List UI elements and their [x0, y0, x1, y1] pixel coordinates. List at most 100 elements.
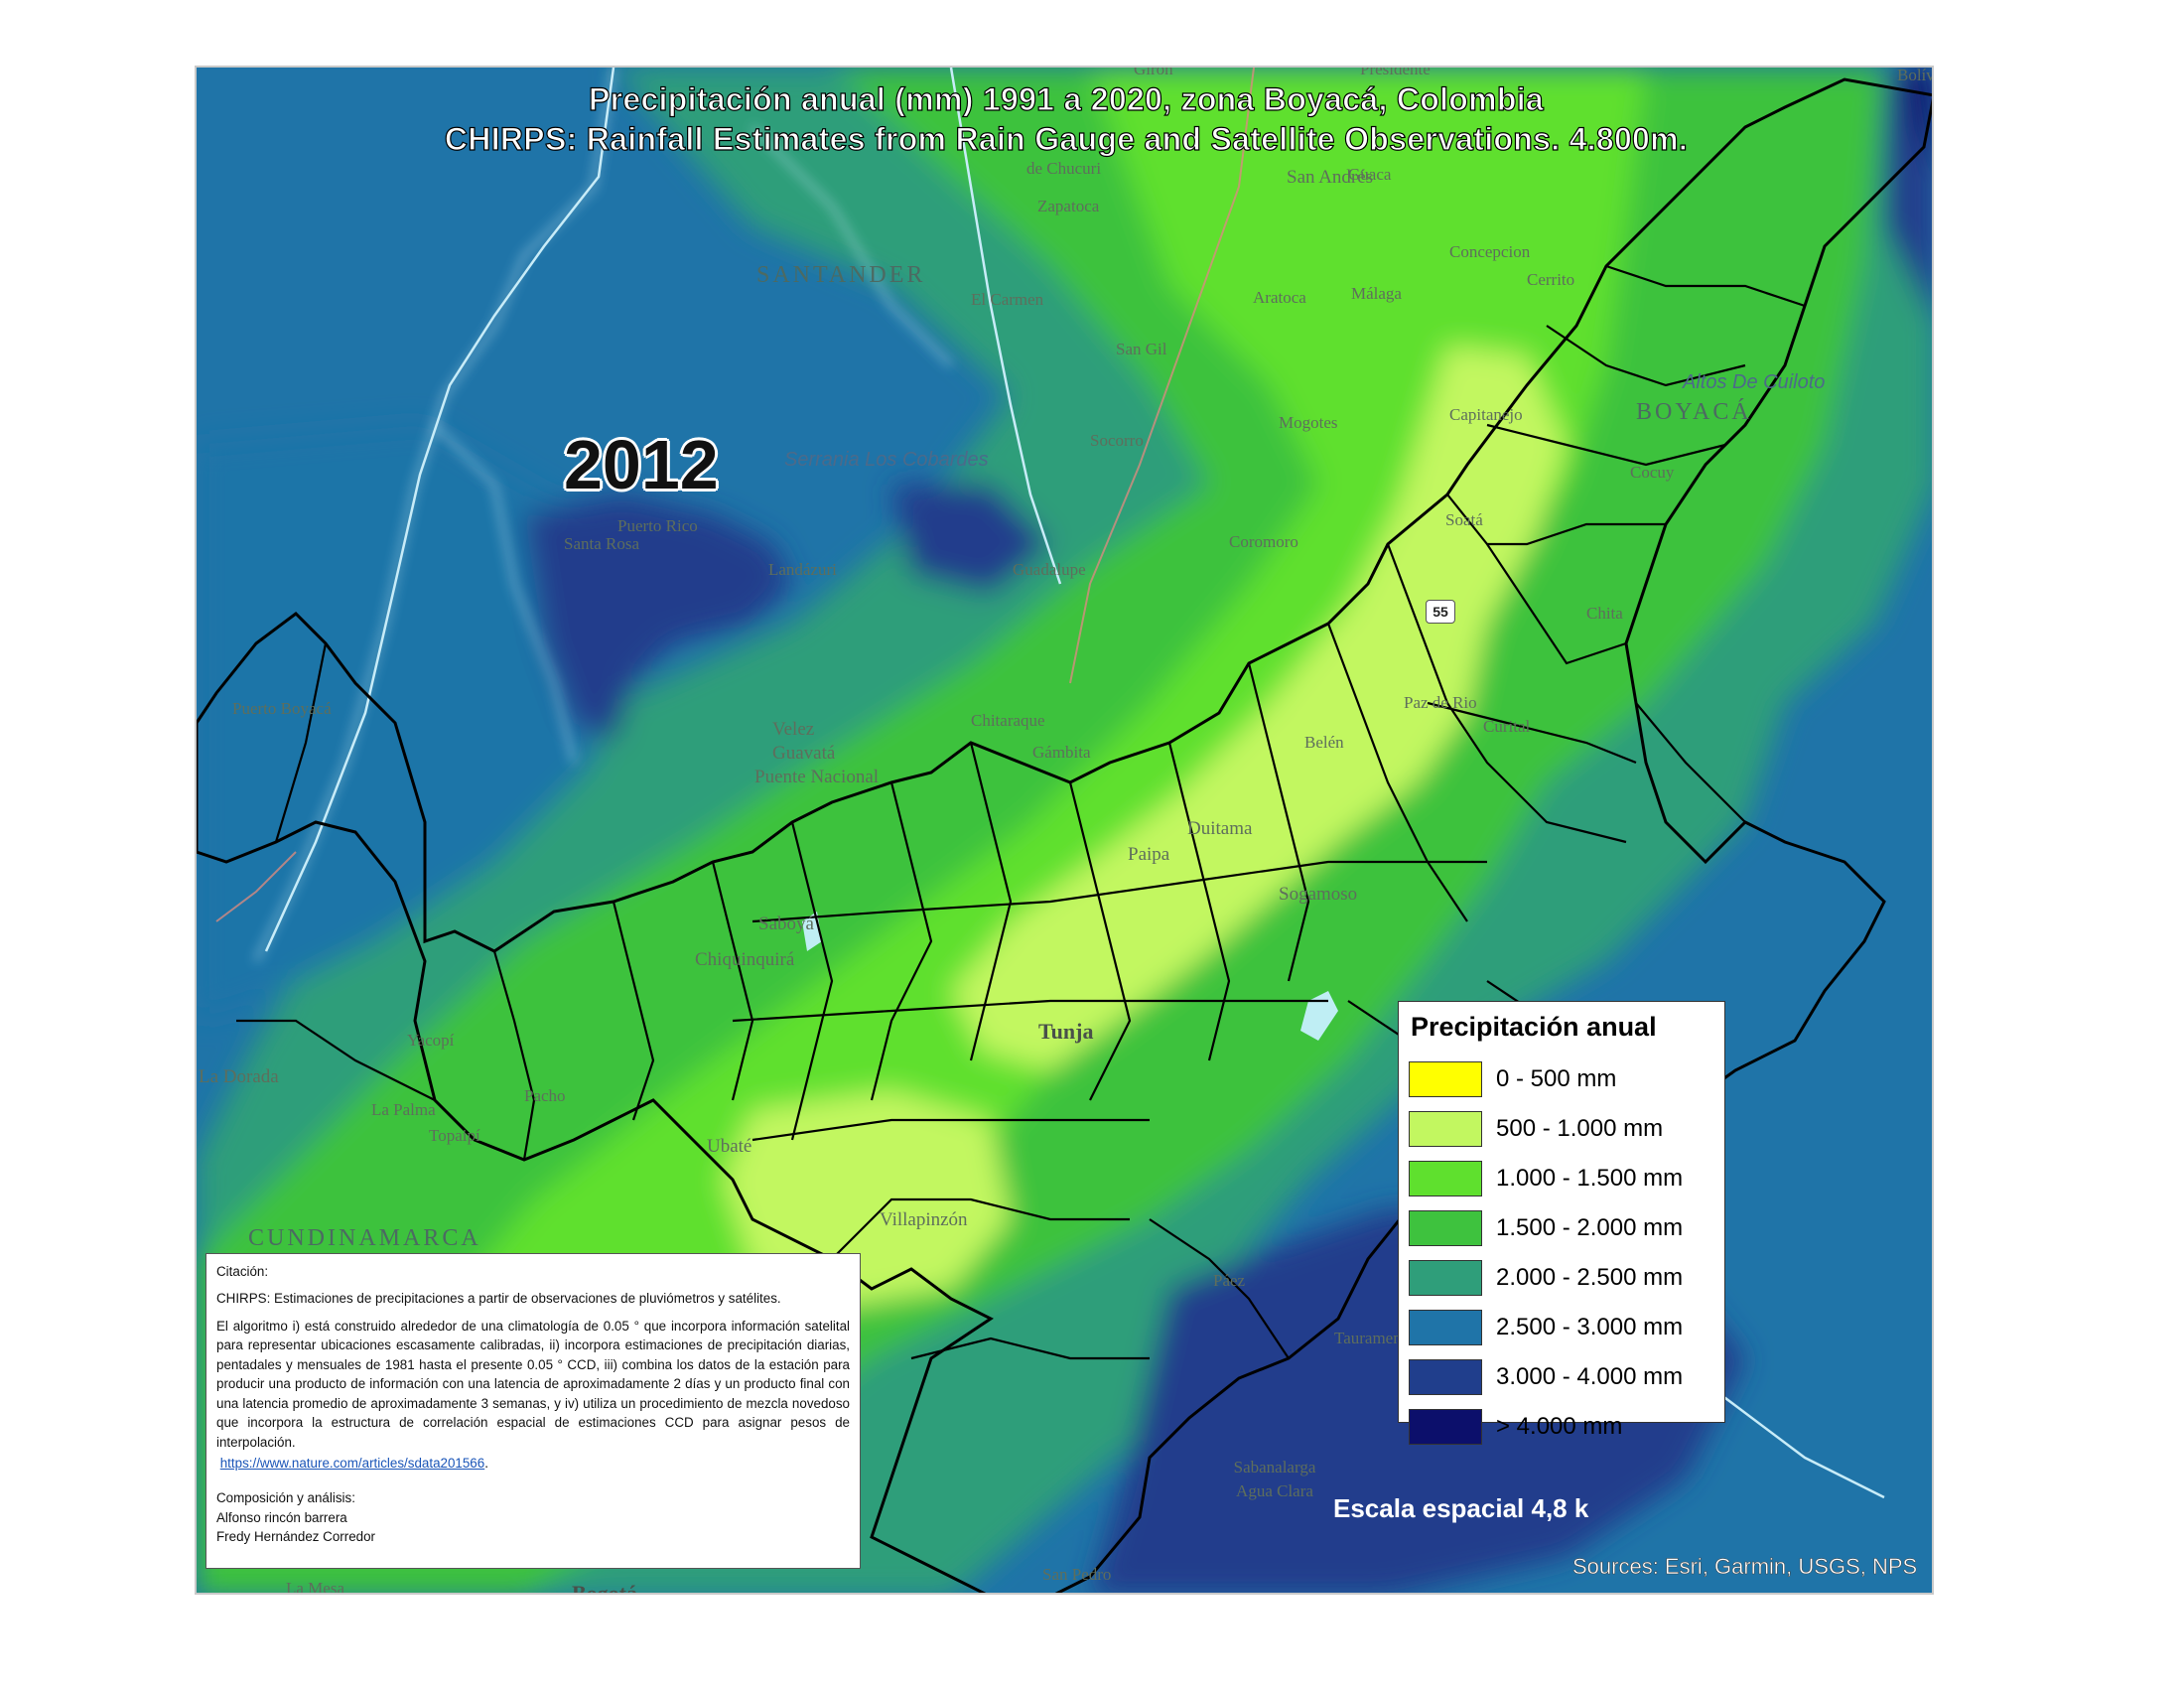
river-carare: [433, 423, 576, 764]
place-label: Guadalupe: [1013, 560, 1086, 579]
legend-title: Precipitación anual: [1411, 1012, 1657, 1042]
legend-label: 3.000 - 4.000 mm: [1496, 1363, 1684, 1390]
municipal-boundary: [969, 742, 1013, 1061]
author-name: Fredy Hernández Corredor: [216, 1529, 376, 1545]
municipal-boundary: [274, 642, 328, 843]
municipal-boundary: [1167, 742, 1231, 1061]
place-label: Bogotá: [572, 1581, 637, 1595]
legend: Precipitación anual 0 - 500 mm 500 - 1.00…: [1398, 1001, 1725, 1445]
place-label: Paipa: [1128, 844, 1170, 865]
place-label: Ubaté: [707, 1136, 752, 1157]
municipal-boundary: [732, 999, 1328, 1023]
year-label: 2012: [564, 426, 719, 503]
municipal-boundary: [870, 781, 933, 1101]
place-label: Aratoca: [1253, 288, 1306, 307]
place-label: Concepcion: [1449, 242, 1531, 261]
place-label: Altos De Cuiloto: [1683, 371, 1826, 393]
municipal-boundary: [751, 860, 1487, 923]
legend-item: 500 - 1.000 mm: [1409, 1104, 1714, 1154]
municipal-boundary: [751, 1118, 1150, 1142]
place-label: Pacho: [524, 1086, 566, 1105]
legend-swatch: [1409, 1359, 1482, 1395]
place-label: Soatá: [1445, 510, 1483, 529]
legend-swatch: [1409, 1210, 1482, 1246]
road-main: [1069, 68, 1255, 684]
place-label-tunja: Tunja: [1038, 1019, 1094, 1044]
place-label: Zapatoca: [1037, 197, 1100, 215]
place-label: Guaca: [1348, 165, 1392, 184]
place-label: San Gil: [1116, 340, 1167, 358]
legend-swatch: [1409, 1310, 1482, 1345]
municipal-boundary: [236, 1019, 436, 1101]
place-label: La Palma: [371, 1100, 436, 1119]
legend-item: 3.000 - 4.000 mm: [1409, 1352, 1714, 1402]
legend-label: 0 - 500 mm: [1496, 1065, 1617, 1092]
place-label: Agua Clara: [1236, 1481, 1313, 1500]
precip-zone-500-1000: [951, 346, 1567, 1070]
map-subtitle: CHIRPS: Rainfall Estimates from Rain Gau…: [444, 120, 1689, 157]
legend-swatch: [1409, 1111, 1482, 1147]
road-shield-55: 55: [1426, 600, 1455, 624]
place-label: Landázuri: [768, 560, 837, 579]
place-label: Presidente: [1360, 66, 1431, 78]
municipal-boundary: [1605, 264, 1806, 308]
citation-link[interactable]: https://www.nature.com/articles/sdata201…: [219, 1455, 485, 1471]
place-label: Bolív: [1897, 66, 1934, 84]
legend-label: 2.500 - 3.000 mm: [1496, 1314, 1684, 1340]
river-suarez: [949, 68, 1062, 585]
place-label: Sabanalarga: [1233, 1458, 1316, 1477]
composition-heading: Composición y análisis:: [216, 1490, 355, 1506]
legend-label: 500 - 1.000 mm: [1496, 1115, 1664, 1142]
place-label: Málaga: [1351, 284, 1402, 303]
region-label-santander: SANTANDER: [756, 262, 926, 288]
municipal-boundary: [711, 861, 754, 1101]
place-label: Villapinzón: [880, 1209, 968, 1230]
place-label: Duitama: [1187, 818, 1253, 839]
legend-item: 2.000 - 2.500 mm: [1409, 1253, 1714, 1303]
municipal-boundary: [1486, 423, 1726, 467]
legend-item: > 4.000 mm: [1409, 1402, 1714, 1452]
municipal-boundary: [1635, 702, 1746, 823]
legend-swatch: [1409, 1161, 1482, 1196]
legend-label: 1.000 - 1.500 mm: [1496, 1165, 1684, 1192]
legend-item: 0 - 500 mm: [1409, 1055, 1714, 1104]
place-label: Paz de Rio: [1404, 693, 1477, 712]
citation-p1: CHIRPS: Estimaciones de precipitaciones …: [216, 1291, 781, 1307]
place-label: Gámbita: [1032, 743, 1091, 762]
municipal-boundary: [831, 1197, 1130, 1260]
place-label: Belén: [1304, 733, 1344, 752]
place-label: Chitaraque: [971, 711, 1045, 730]
legend-item: 2.500 - 3.000 mm: [1409, 1303, 1714, 1352]
municipal-boundary: [1487, 522, 1666, 546]
legend-swatch: [1409, 1260, 1482, 1296]
place-label: de Chucuri: [1026, 159, 1102, 178]
place-label: Chita: [1586, 604, 1623, 623]
place-label: Santa Rosa: [564, 534, 640, 553]
map-title: Precipitación anual (mm) 1991 a 2020, zo…: [588, 80, 1545, 117]
place-label: Tauramena: [1334, 1329, 1410, 1347]
place-label: Páez: [1213, 1271, 1246, 1290]
municipal-boundary: [1068, 781, 1132, 1101]
place-label: Chiquinquirá: [695, 949, 795, 970]
river-magdalena-line: [264, 68, 615, 952]
municipal-boundary: [1149, 1218, 1290, 1359]
legend-item: 1.000 - 1.500 mm: [1409, 1154, 1714, 1203]
scale-text: Escala espacial 4,8 k: [1333, 1493, 1589, 1523]
lake-tota: [1300, 991, 1338, 1041]
legend-swatch: [1409, 1061, 1482, 1097]
municipal-boundary: [612, 901, 655, 1121]
place-label: Curital: [1483, 717, 1531, 736]
legend-items: 0 - 500 mm 500 - 1.000 mm 1.000 - 1.500 mm…: [1409, 1055, 1714, 1452]
place-label: Mogotes: [1279, 413, 1338, 432]
place-label: Yacopí: [407, 1031, 455, 1050]
citation-heading: Citación:: [216, 1264, 269, 1279]
place-label: Puerto Boyacá: [232, 699, 332, 718]
region-label-boyaca: BOYACÁ: [1636, 399, 1752, 425]
place-label: Topaipí: [429, 1126, 480, 1145]
municipal-boundary: [1446, 493, 1627, 665]
precip-zone-3000-4000: [524, 494, 792, 743]
road-west: [215, 851, 297, 922]
municipal-boundary: [1326, 623, 1468, 922]
municipal-boundary: [790, 821, 834, 1141]
municipal-boundary: [1386, 543, 1627, 844]
